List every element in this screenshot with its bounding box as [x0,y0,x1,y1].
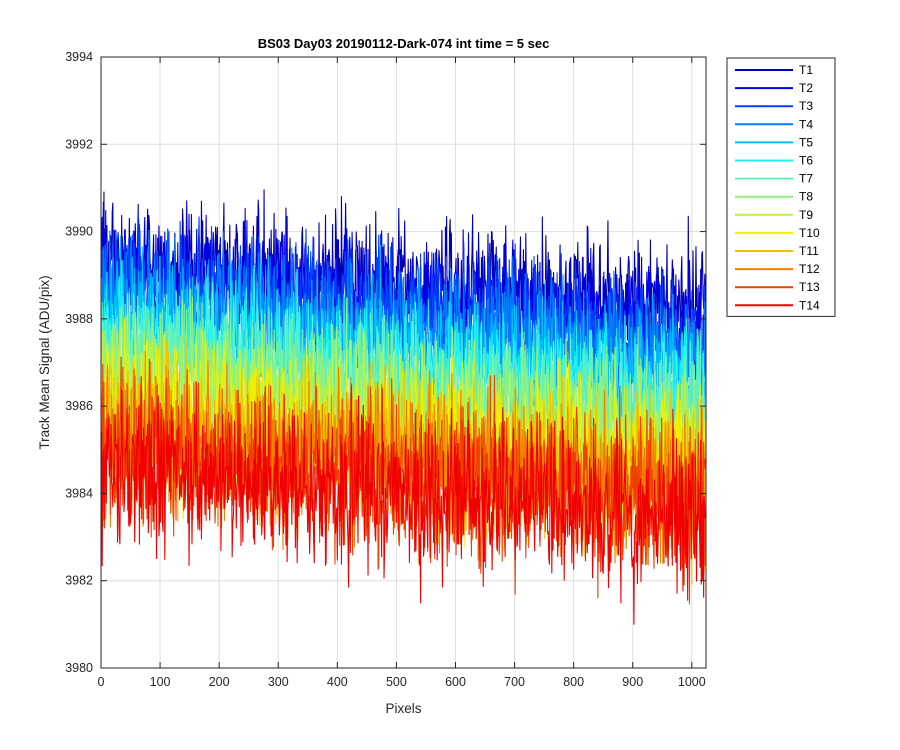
x-tick-label: 900 [622,675,643,689]
legend-box [726,57,836,317]
legend-label-t4: T4 [799,117,813,131]
x-tick-label: 500 [386,675,407,689]
series-line-t13 [101,356,706,605]
legend-label-t1: T1 [799,63,813,77]
x-tick-label: 400 [327,675,348,689]
legend-label-t12: T12 [799,262,820,276]
chart-title: BS03 Day03 20190112-Dark-074 int time = … [258,36,550,51]
axis-ticks: 0 100 200 300 400 500 600 700 800 900 1000 3980 3982… [65,50,706,689]
y-tick-label: 3984 [65,486,93,500]
y-tick-label: 3986 [65,399,93,413]
x-tick-label: 300 [268,675,289,689]
plot-area: 0 100 200 300 400 500 600 700 800 900 1000 3980 3982… [65,50,707,689]
legend-label-t9: T9 [799,208,813,222]
x-tick-label: 100 [150,675,171,689]
legend-label-t13: T13 [799,280,820,294]
legend-label-t8: T8 [799,190,813,204]
y-tick-label: 3988 [65,312,93,326]
legend-label-t7: T7 [799,172,813,186]
legend-label-t3: T3 [799,99,813,113]
x-axis-label: Pixels [385,701,421,716]
legend-label-t10: T10 [799,226,820,240]
x-tick-label: 800 [563,675,584,689]
series-line-t14 [101,376,706,625]
x-tick-label: 200 [209,675,230,689]
legend-label-t2: T2 [799,81,813,95]
x-tick-label: 1000 [678,675,706,689]
y-axis-label: Track Mean Signal (ADU/pix) [37,275,52,449]
x-tick-label: 600 [445,675,466,689]
legend-label-t5: T5 [799,135,813,149]
legend-label-t11: T11 [799,244,819,258]
legend-label-t14: T14 [799,298,820,312]
legend-label-t6: T6 [799,154,813,168]
data-series-lines [101,189,706,625]
x-tick-label: 700 [504,675,525,689]
y-tick-label: 3994 [65,50,93,64]
axes-frame [100,56,707,669]
y-tick-label: 3982 [65,574,93,588]
y-tick-label: 3980 [65,661,93,675]
y-tick-label: 3990 [65,225,93,239]
legend: T1 T2 T3 T4 T5 T6 T7 T8 T9 T10 T11 T12 T13 T14 [726,57,836,317]
x-tick-label: 0 [98,675,105,689]
y-tick-label: 3992 [65,137,93,151]
